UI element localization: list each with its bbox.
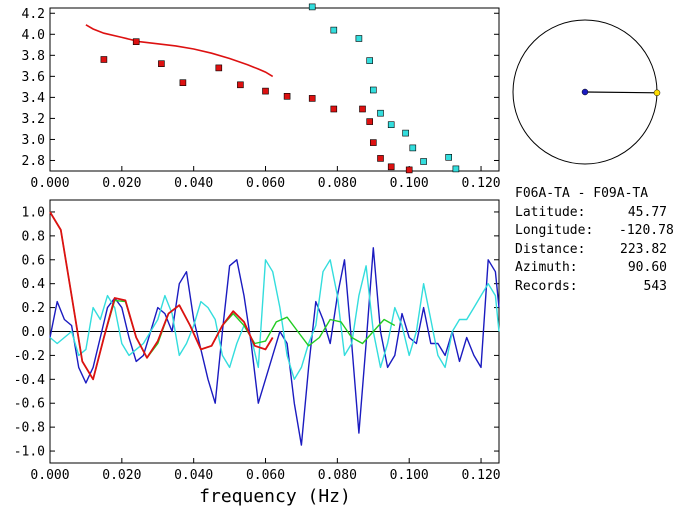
red-measurement-point [262,87,269,95]
cyan-measurement-point [452,165,460,173]
red-measurement-point [179,79,187,86]
bottom-x-tick-label: 0.020 [102,468,141,483]
red-measurement-point [405,166,413,174]
red-measurement-point [215,64,223,72]
red-measurement-point [369,139,377,146]
bottom-y-tick-label: 1.0 [22,205,45,220]
records-value: 543 [643,278,667,294]
coherence-panel: 0.000 0.020 0.040 0.060 0.080 0.100 0.120 1.0 0… [14,199,501,507]
red-measurement-point [359,105,366,113]
station-target-dot [653,89,661,97]
cyan-measurement-point [308,3,316,11]
dispersion-curve [85,24,274,78]
top-x-tick-label: 0.060 [246,176,285,191]
bottom-y-tick-label: 0.2 [22,301,45,316]
cyan-measurement-point [330,26,338,34]
bottom-y-tick-label: -0.2 [14,349,45,364]
top-y-tick-label: 3.2 [22,112,45,127]
red-measurement-point [377,155,384,162]
bottom-x-tick-label: 0.060 [246,468,285,483]
red-measurement-point [100,56,108,63]
red-measurement-point [237,81,244,89]
cyan-measurement-point [409,144,417,152]
cyan-measurement-point [366,57,374,64]
top-x-tick-label: 0.120 [461,176,500,191]
bottom-y-tick-label: -1.0 [14,445,45,460]
station-info: F06A-TA - F09A-TA Latitude: 45.77 Longitu… [515,185,674,296]
red-series-line [49,211,274,381]
bottom-x-tick-label: 0.040 [174,468,213,483]
azimuth-line [584,91,658,94]
red-measurement-point [132,38,140,46]
cyan-measurement-point [369,86,377,94]
longitude-label: Longitude: [515,223,594,238]
distance-label: Distance: [515,241,586,257]
top-y-tick-label: 3.6 [22,70,45,85]
bottom-y-tick-label: 0.8 [22,229,45,244]
red-measurement-point [387,163,395,171]
cyan-measurement-point [355,35,363,42]
azimuth-dial [512,19,661,165]
cyan-measurement-point [420,158,427,165]
bottom-y-tick-label: -0.4 [14,373,45,388]
bottom-y-tick-label: 0.4 [22,277,46,292]
bottom-y-tick-label: 0.6 [22,253,45,268]
azimuth-label: Azimuth: [515,260,578,275]
latitude-label: Latitude: [515,204,586,220]
top-x-tick-label: 0.020 [102,176,141,191]
top-x-tick-label: 0.100 [390,176,429,191]
cyan-measurement-point [387,121,395,128]
bottom-x-tick-label: 0.080 [318,468,357,483]
station-origin-dot [581,88,589,96]
bottom-x-tick-label: 0.120 [461,468,500,483]
distance-value: 223.82 [620,241,667,257]
cyan-measurement-point [402,129,409,137]
blue-series-line [49,247,500,446]
bottom-y-tick-label: 0.0 [22,325,45,340]
top-y-tick-label: 4.0 [22,28,45,43]
bottom-y-tick-label: -0.8 [14,421,45,436]
bottom-y-tick-label: -0.6 [14,397,45,412]
top-y-tick-label: 2.8 [22,154,45,169]
top-x-tick-label: 0.080 [318,176,357,191]
top-y-tick-label: 4.2 [22,7,45,22]
longitude-value: -120.78 [619,223,674,238]
cyan-measurement-point [377,109,384,117]
latitude-value: 45.77 [627,204,667,220]
bottom-x-tick-label: 0.100 [390,468,429,483]
red-measurement-point [158,60,165,68]
red-measurement-point [308,95,316,102]
azimuth-value: 90.60 [627,260,667,275]
top-x-tick-label: 0.040 [174,176,213,191]
dispersion-panel: 0.000 0.020 0.040 0.060 0.080 0.100 0.120 2.8 3… [22,3,501,191]
top-y-tick-label: 3.8 [22,49,45,64]
red-measurement-point [330,105,338,113]
station-pair: F06A-TA - F09A-TA [515,186,649,201]
x-axis-label: frequency (Hz) [199,486,351,507]
red-measurement-point [366,118,374,125]
red-measurement-point [283,93,291,100]
dispersion-frame [49,7,500,172]
cyan-measurement-point [445,154,453,161]
top-y-tick-label: 3.4 [22,91,46,106]
cyan-series-line [49,259,500,380]
records-label: Records: [515,278,578,294]
top-x-tick-label: 0.000 [30,176,69,191]
top-y-tick-label: 3.0 [22,133,45,148]
bottom-x-tick-label: 0.000 [30,468,69,483]
